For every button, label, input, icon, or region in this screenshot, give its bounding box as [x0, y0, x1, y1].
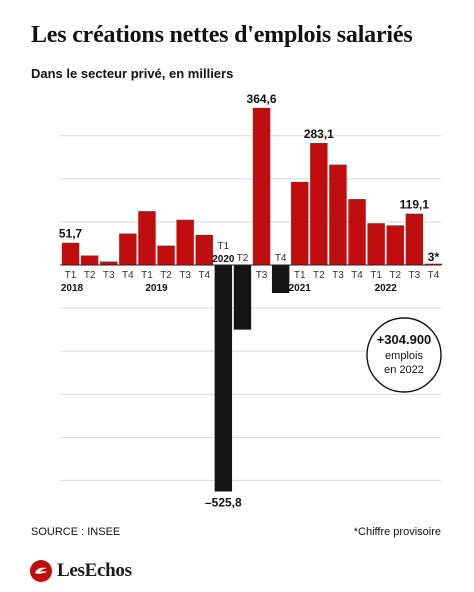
data-label: 364,6 [247, 92, 277, 106]
year-label: 2021 [289, 283, 312, 294]
annotation-value: +304.900 [377, 332, 432, 347]
data-label: –525,8 [205, 496, 242, 510]
bar [310, 143, 328, 265]
year-label: 2018 [61, 283, 84, 294]
bar [329, 164, 347, 265]
x-tick-label: T1 [141, 270, 153, 281]
x-tick-label: T3 [103, 270, 115, 281]
year-label: 2019 [145, 283, 168, 294]
bar [214, 265, 233, 492]
bar [405, 213, 424, 265]
brand-logo: LesEchos [30, 560, 132, 582]
bar [271, 265, 290, 294]
source-note: SOURCE : INSEE [31, 526, 121, 538]
x-tick-label: T1 [294, 270, 306, 281]
x-tick-label: T2 [237, 253, 249, 264]
x-tick-label: T1 [65, 270, 77, 281]
data-label: 119,1 [400, 198, 430, 212]
bar [157, 245, 175, 265]
bar [61, 242, 80, 265]
x-tick-label: T1 [218, 241, 230, 252]
bar [119, 233, 137, 265]
bar [252, 107, 271, 265]
chart-subtitle: Dans le secteur privé, en milliers [31, 66, 234, 81]
x-tick-label: T4 [198, 270, 210, 281]
bar [80, 255, 99, 265]
bar [424, 263, 443, 266]
bar [291, 181, 309, 265]
brand-name: LesEchos [57, 560, 132, 581]
annotation-label: en 2022 [384, 364, 424, 376]
x-tick-label: T3 [256, 270, 268, 281]
bar [100, 261, 118, 265]
data-label: 283,1 [304, 127, 334, 141]
chart-title: Les créations nettes d'emplois salariés [31, 22, 413, 48]
x-tick-label: T2 [313, 270, 325, 281]
x-tick-label: T3 [332, 270, 344, 281]
x-tick-label: T2 [160, 270, 172, 281]
data-label: 51,7 [59, 227, 83, 241]
provisional-note: *Chiffre provisoire [353, 526, 441, 538]
bar [386, 225, 404, 265]
data-label: 3* [428, 250, 440, 264]
x-tick-label: T2 [84, 270, 96, 281]
x-tick-label: T2 [389, 270, 401, 281]
x-tick-label: T4 [275, 253, 287, 264]
year-label: 2022 [375, 283, 398, 294]
annotation-circle [366, 317, 442, 393]
year-label: 2020 [212, 254, 235, 265]
bar [138, 211, 156, 265]
bar [348, 199, 366, 265]
les-echos-logo-icon [30, 560, 52, 582]
x-tick-label: T3 [179, 270, 191, 281]
x-tick-label: T4 [122, 270, 134, 281]
x-tick-label: T4 [428, 270, 440, 281]
x-tick-label: T3 [409, 270, 421, 281]
bar [233, 265, 252, 330]
bar [195, 234, 213, 265]
bar-chart: T1 T2 T3 T4 T1 T2 T3 T4 T1 T2 T3 T4 T1 T2 T3 T4 T1 T2 T3 T4… [59, 92, 443, 510]
bar [176, 219, 194, 265]
bar [367, 223, 385, 265]
annotation-label: emplois [385, 350, 423, 362]
x-tick-label: T4 [351, 270, 363, 281]
x-tick-label: T1 [370, 270, 382, 281]
